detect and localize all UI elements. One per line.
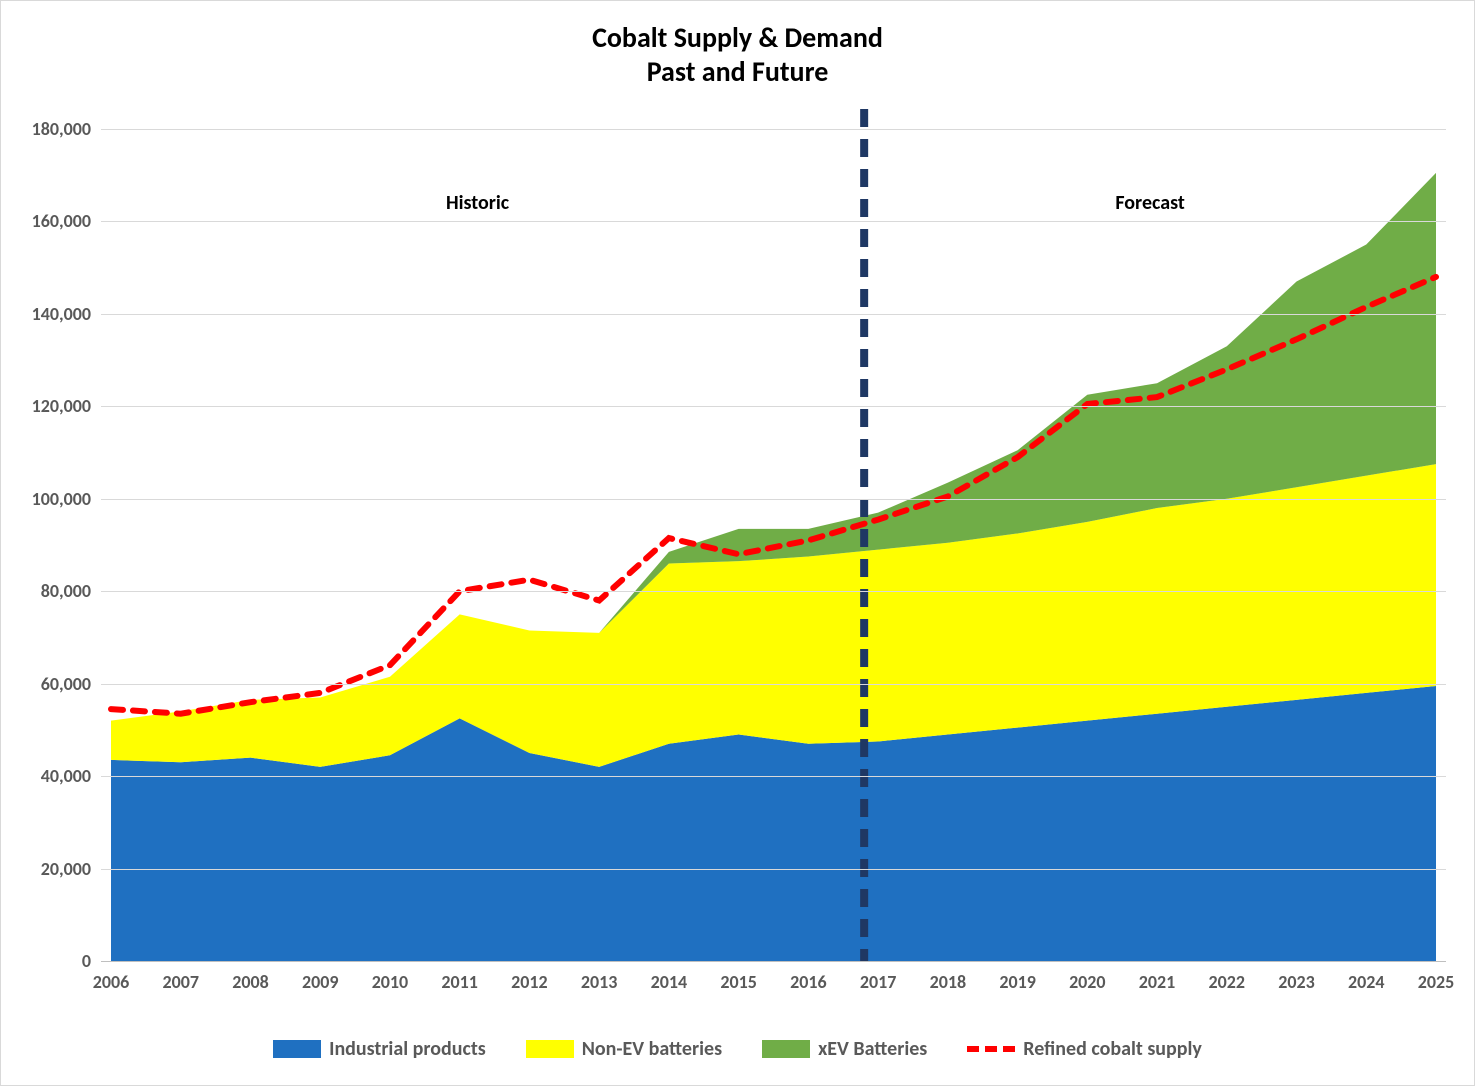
legend-item-refined-cobalt-supply: Refined cobalt supply (967, 1037, 1202, 1061)
x-axis-label: 2022 (1209, 961, 1246, 993)
gridline (101, 129, 1446, 130)
x-axis-label: 2017 (860, 961, 897, 993)
x-axis-label: 2009 (302, 961, 339, 993)
legend-line (967, 1046, 1015, 1052)
chart-title: Cobalt Supply & Demand Past and Future (1, 21, 1474, 88)
x-axis-label: 2023 (1278, 961, 1315, 993)
annotation-historic: Historic (446, 191, 509, 215)
gridline (101, 591, 1446, 592)
x-axis-label: 2025 (1418, 961, 1455, 993)
x-axis-label: 2021 (1139, 961, 1176, 993)
x-axis-label: 2007 (162, 961, 199, 993)
plot-area: 020,00040,00060,00080,000100,000120,0001… (101, 129, 1446, 961)
y-axis-label: 160,000 (32, 210, 101, 232)
y-axis-label: 40,000 (41, 765, 101, 787)
y-axis-label: 80,000 (41, 580, 101, 602)
gridline (101, 314, 1446, 315)
x-axis-label: 2006 (93, 961, 130, 993)
x-axis-label: 2008 (232, 961, 269, 993)
title-line2: Past and Future (1, 55, 1474, 89)
x-axis-label: 2020 (1069, 961, 1106, 993)
y-axis-label: 120,000 (32, 395, 101, 417)
legend-swatch (273, 1040, 321, 1058)
y-axis-label: 140,000 (32, 303, 101, 325)
y-axis-label: 100,000 (32, 488, 101, 510)
y-axis-label: 20,000 (41, 858, 101, 880)
legend-item-industrial-products: Industrial products (273, 1037, 486, 1061)
legend: Industrial products Non-EV batteries xEV B… (1, 1037, 1474, 1061)
x-axis-label: 2012 (511, 961, 548, 993)
legend-swatch (526, 1040, 574, 1058)
legend-label: Industrial products (329, 1037, 486, 1061)
x-axis-label: 2018 (930, 961, 967, 993)
y-axis-label: 60,000 (41, 673, 101, 695)
x-axis-label: 2010 (372, 961, 409, 993)
annotation-forecast: Forecast (1115, 191, 1184, 215)
y-axis-label: 180,000 (32, 118, 101, 140)
gridline (101, 776, 1446, 777)
legend-swatch (762, 1040, 810, 1058)
legend-label: Non-EV batteries (582, 1037, 722, 1061)
x-axis-label: 2016 (790, 961, 827, 993)
x-axis-label: 2014 (651, 961, 688, 993)
x-axis-label: 2013 (581, 961, 618, 993)
legend-item-non-ev-batteries: Non-EV batteries (526, 1037, 722, 1061)
gridline (101, 406, 1446, 407)
x-axis-label: 2015 (720, 961, 757, 993)
plot-svg (101, 129, 1446, 961)
x-axis-label: 2011 (441, 961, 478, 993)
legend-label: xEV Batteries (818, 1037, 927, 1061)
gridline (101, 221, 1446, 222)
gridline (101, 684, 1446, 685)
legend-item-xev-batteries: xEV Batteries (762, 1037, 927, 1061)
title-line1: Cobalt Supply & Demand (1, 21, 1474, 55)
legend-label: Refined cobalt supply (1023, 1037, 1202, 1061)
x-axis-label: 2019 (999, 961, 1036, 993)
gridline (101, 499, 1446, 500)
x-axis-label: 2024 (1348, 961, 1385, 993)
gridline (101, 869, 1446, 870)
chart-container: Cobalt Supply & Demand Past and Future 0… (0, 0, 1475, 1086)
